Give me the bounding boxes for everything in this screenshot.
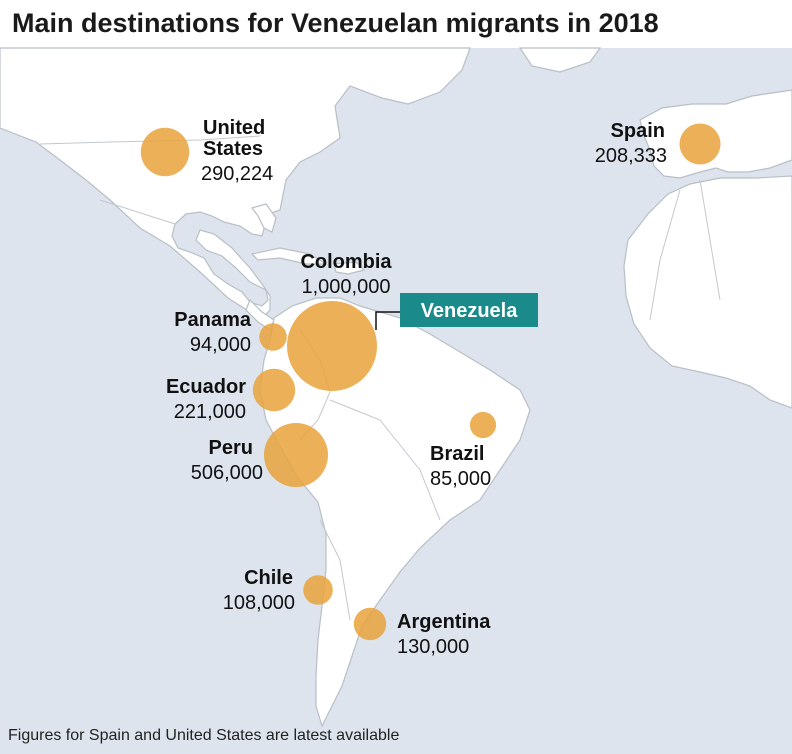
label-argentina: Argentina	[397, 611, 491, 633]
greenland	[518, 47, 602, 73]
venezuela-label-box	[400, 293, 538, 327]
brazil-border	[329, 399, 441, 521]
value-united-states: 290,224	[201, 163, 273, 185]
africa-borders	[649, 179, 721, 321]
venezuela-label: Venezuela	[421, 300, 519, 322]
value-spain: 208,333	[595, 145, 667, 167]
label-spain: Spain	[611, 120, 665, 142]
value-peru: 506,000	[191, 462, 263, 484]
label-united-states-line1: United	[203, 117, 265, 139]
footnote: Figures for Spain and United States are …	[8, 727, 399, 744]
bubble-argentina	[353, 607, 387, 641]
bubble-spain	[679, 123, 721, 165]
value-argentina: 130,000	[397, 636, 469, 658]
chart-title: Main destinations for Venezuelan migrant…	[12, 8, 659, 38]
us-mexico-border	[99, 199, 176, 225]
chile-argentina-border	[319, 519, 351, 621]
bubble-brazil	[469, 411, 497, 439]
label-chile: Chile	[244, 567, 293, 589]
value-ecuador: 221,000	[174, 401, 246, 423]
value-chile: 108,000	[223, 592, 295, 614]
label-united-states-line2: States	[203, 138, 263, 160]
label-ecuador: Ecuador	[166, 376, 246, 398]
bubble-ecuador	[252, 368, 296, 412]
label-colombia: Colombia	[300, 251, 392, 273]
florida	[250, 203, 277, 233]
cuba	[250, 247, 329, 265]
label-peru: Peru	[209, 437, 253, 459]
venezuela-leader-line	[375, 311, 400, 330]
label-panama: Panama	[174, 309, 252, 331]
bubble-panama	[259, 323, 287, 351]
bubble-peru	[264, 423, 328, 487]
hispaniola	[333, 261, 366, 275]
africa-landmass	[623, 175, 792, 409]
value-colombia: 1,000,000	[302, 276, 391, 298]
bubble-united-states	[140, 127, 190, 177]
value-brazil: 85,000	[430, 468, 491, 490]
bubble-colombia	[287, 301, 377, 391]
value-panama: 94,000	[190, 334, 251, 356]
bubble-chile	[303, 575, 333, 605]
north-america-landmass	[0, 47, 471, 319]
label-brazil: Brazil	[430, 443, 484, 465]
